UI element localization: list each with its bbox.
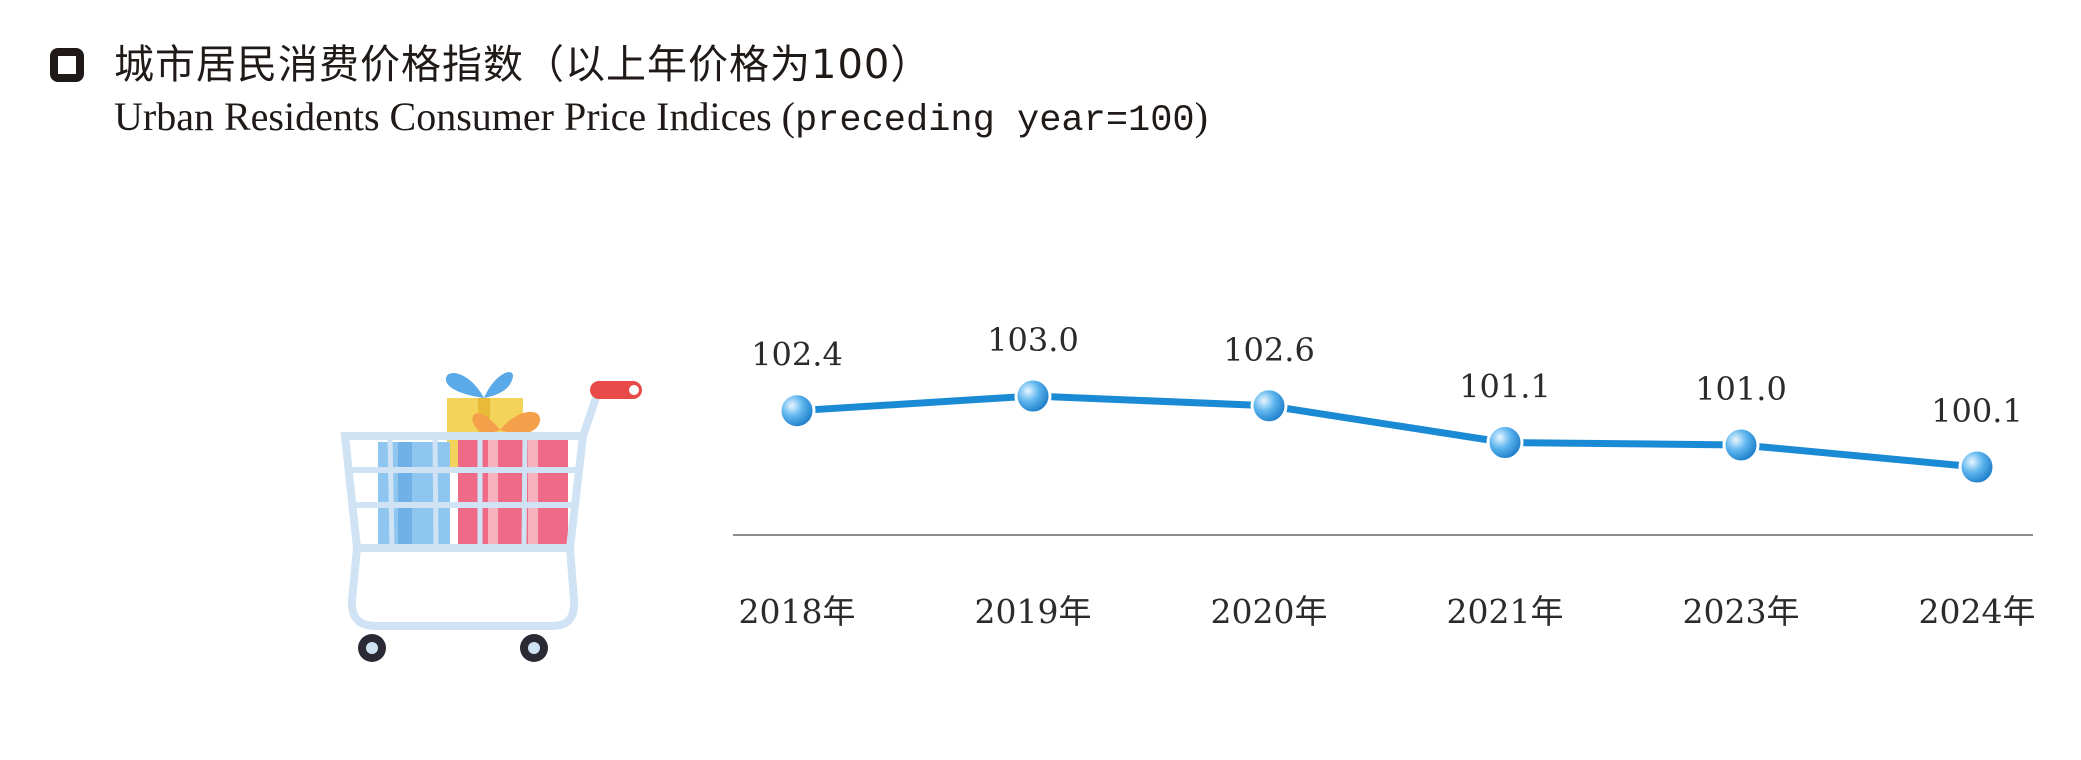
markers-group xyxy=(778,377,1996,486)
chart-title-en-main: Urban Residents Consumer Price Indices ( xyxy=(114,94,795,139)
data-label: 100.1 xyxy=(1931,392,2023,430)
chart-title-cn: 城市居民消费价格指数（以上年价格为100） xyxy=(114,42,932,88)
data-point xyxy=(1722,426,1760,464)
series-line xyxy=(793,392,1981,471)
data-label: 102.4 xyxy=(751,336,843,374)
x-tick-label: 2023年 xyxy=(1683,592,1800,631)
data-label: 103.0 xyxy=(987,321,1079,359)
chart-title-en: Urban Residents Consumer Price Indices (… xyxy=(114,97,1208,140)
x-tick-label: 2024年 xyxy=(1919,592,2036,631)
data-point xyxy=(1486,424,1524,462)
x-tick-label: 2018年 xyxy=(739,592,856,631)
shopping-cart-icon xyxy=(340,372,642,662)
x-tick-label: 2019年 xyxy=(975,592,1092,631)
square-bullet-icon xyxy=(50,48,84,82)
data-point xyxy=(1958,448,1996,486)
title-row: 城市居民消费价格指数（以上年价格为100） xyxy=(50,45,931,85)
chart-title-en-unit: preceding year=100 xyxy=(794,100,1195,142)
x-tick-labels-group: 2018年 2019年 2020年 2021年 2023年 2024年 xyxy=(739,592,2036,631)
data-point xyxy=(778,392,816,430)
chart-title-en-end: ) xyxy=(1194,94,1208,139)
x-tick-label: 2020年 xyxy=(1211,592,1328,631)
x-tick-label: 2021年 xyxy=(1447,592,1564,631)
data-label: 102.6 xyxy=(1223,331,1315,369)
data-label: 101.1 xyxy=(1459,368,1551,406)
data-point xyxy=(1250,387,1288,425)
data-labels-group: 102.4 103.0 102.6 101.1 101.0 100.1 xyxy=(751,321,2023,430)
data-point xyxy=(1014,377,1052,415)
data-label: 101.0 xyxy=(1695,370,1787,408)
